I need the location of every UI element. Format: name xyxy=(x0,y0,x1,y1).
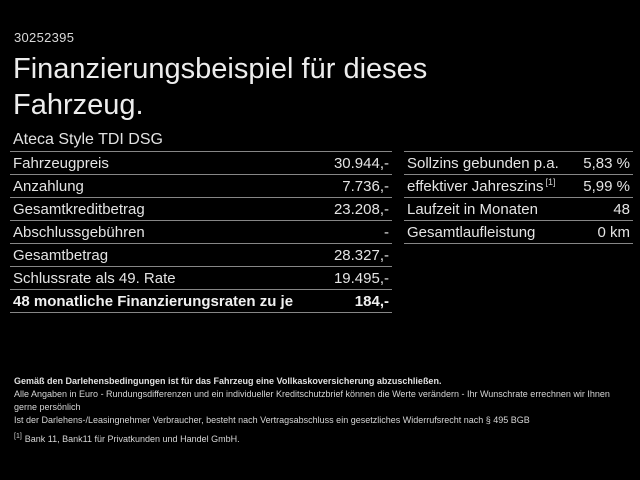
row-label: Gesamtbetrag xyxy=(13,246,109,264)
rates-table-row: Gesamtlaufleistung 0 km xyxy=(404,220,633,243)
row-label: effektiver Jahreszins [1] xyxy=(407,176,556,195)
footnote-ref-marker: [1] xyxy=(14,433,22,440)
row-value: - xyxy=(384,223,389,241)
row-value: 48 xyxy=(613,200,630,218)
finance-table-row: Gesamtbetrag 28.327,- xyxy=(10,243,392,266)
row-value: 184,- xyxy=(354,292,389,310)
row-label: Gesamtlaufleistung xyxy=(407,223,536,241)
finance-table: Fahrzeugpreis 30.944,- Anzahlung 7.736,-… xyxy=(10,151,392,313)
row-value: 19.495,- xyxy=(333,269,389,287)
finance-table-row: Fahrzeugpreis 30.944,- xyxy=(10,151,392,174)
row-label: Gesamtkreditbetrag xyxy=(13,200,145,218)
row-label: Laufzeit in Monaten xyxy=(407,200,538,218)
row-value: 5,83 % xyxy=(583,154,630,172)
vehicle-model-subtitle: Ateca Style TDI DSG xyxy=(13,131,163,148)
row-label: Abschlussgebühren xyxy=(13,223,145,241)
finance-table-row: Abschlussgebühren - xyxy=(10,220,392,243)
row-label: Fahrzeugpreis xyxy=(13,154,109,172)
finance-table-row-monthly-rate: 48 monatliche Finanzierungsraten zu je 1… xyxy=(10,289,392,312)
footnote-disclaimer-2: Ist der Darlehens-/Leasingnehmer Verbrau… xyxy=(14,415,530,425)
row-label: Anzahlung xyxy=(13,177,84,195)
rates-table-row: Sollzins gebunden p.a. 5,83 % xyxy=(404,151,633,174)
row-label-text: effektiver Jahreszins xyxy=(407,177,544,195)
finance-table-row: Schlussrate als 49. Rate 19.495,- xyxy=(10,266,392,289)
footnotes: Gemäß den Darlehensbedingungen ist für d… xyxy=(14,375,634,446)
footnote-bank-text: Bank 11, Bank11 für Privatkunden und Han… xyxy=(24,434,240,444)
footnote-ref-marker: [1] xyxy=(545,176,556,187)
row-label: Schlussrate als 49. Rate xyxy=(13,269,176,287)
finance-table-row: Anzahlung 7.736,- xyxy=(10,174,392,197)
footnote-bank-reference: [1] Bank 11, Bank11 für Privatkunden und … xyxy=(14,433,634,446)
footnote-disclaimer-1: Alle Angaben in Euro - Rundungsdifferenz… xyxy=(14,389,610,412)
row-value: 0 km xyxy=(597,223,630,241)
vehicle-id: 30252395 xyxy=(14,30,75,45)
finance-table-row: Gesamtkreditbetrag 23.208,- xyxy=(10,197,392,220)
row-value: 5,99 % xyxy=(583,177,630,195)
rates-table-row: Laufzeit in Monaten 48 xyxy=(404,197,633,220)
rates-table: Sollzins gebunden p.a. 5,83 % effektiver… xyxy=(404,151,633,244)
row-label: 48 monatliche Finanzierungsraten zu je xyxy=(13,292,294,310)
page-title: Finanzierungsbeispiel für dieses Fahrzeu… xyxy=(13,53,428,121)
row-value: 30.944,- xyxy=(333,154,389,172)
row-label: Sollzins gebunden p.a. xyxy=(407,154,559,172)
footnote-insurance: Gemäß den Darlehensbedingungen ist für d… xyxy=(14,376,442,386)
row-value: 28.327,- xyxy=(333,246,389,264)
rates-table-row: effektiver Jahreszins [1] 5,99 % xyxy=(404,174,633,197)
row-value: 7.736,- xyxy=(342,177,389,195)
row-value: 23.208,- xyxy=(333,200,389,218)
